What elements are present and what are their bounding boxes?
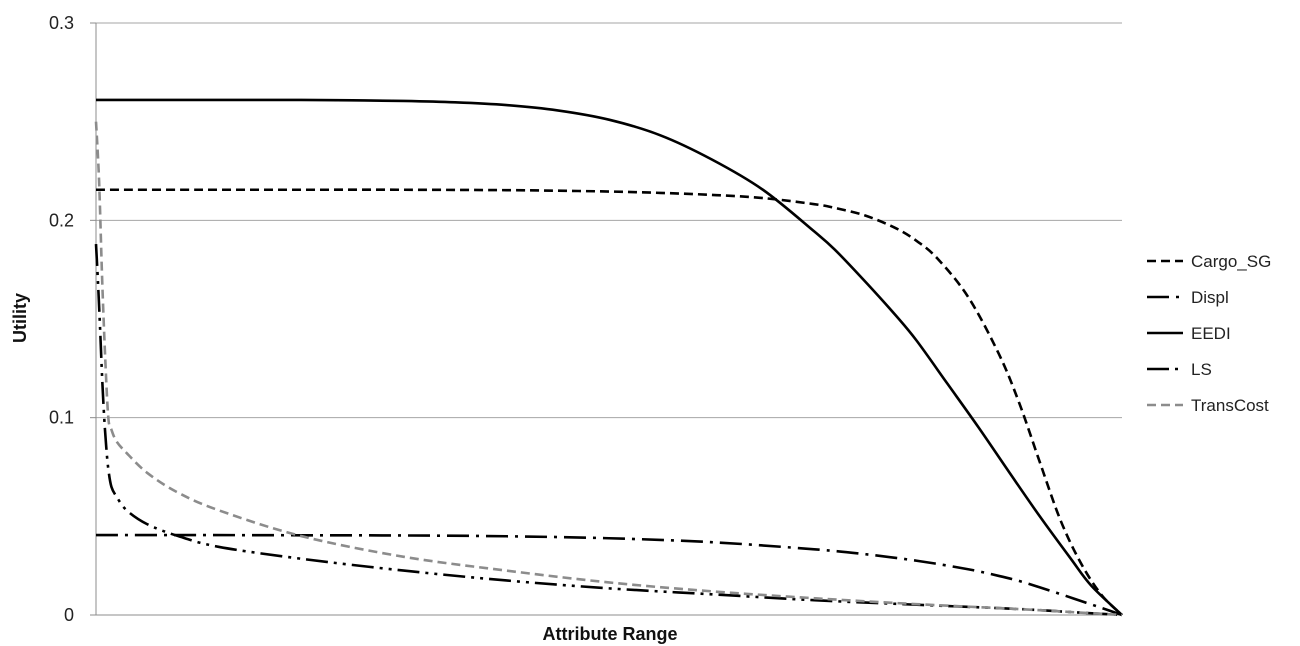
- series-line-ls: [94, 243, 1123, 617]
- series-line-cargo-sg: [96, 188, 1123, 616]
- legend-label: Cargo_SG: [1191, 252, 1271, 271]
- x-axis-title: Attribute Range: [543, 624, 678, 644]
- y-axis-title: Utility: [10, 293, 30, 343]
- legend: Cargo_SG Displ EEDI LS TransCost: [1147, 252, 1271, 415]
- y-tick-label: 0.2: [49, 210, 74, 230]
- series-line-displ: [95, 533, 1123, 617]
- y-tick-label: 0: [64, 605, 74, 625]
- legend-label: Displ: [1191, 288, 1229, 307]
- series-lines: [94, 98, 1123, 617]
- series-line-transcost: [94, 121, 1123, 617]
- gridlines: [90, 22, 1122, 616]
- legend-label: TransCost: [1191, 396, 1269, 415]
- legend-label: LS: [1191, 360, 1212, 379]
- series-line-eedi: [96, 98, 1123, 616]
- y-tick-label: 0.1: [49, 408, 74, 428]
- y-tick-labels: 0 0.1 0.2 0.3: [49, 13, 74, 625]
- y-tick-label: 0.3: [49, 13, 74, 33]
- legend-label: EEDI: [1191, 324, 1231, 343]
